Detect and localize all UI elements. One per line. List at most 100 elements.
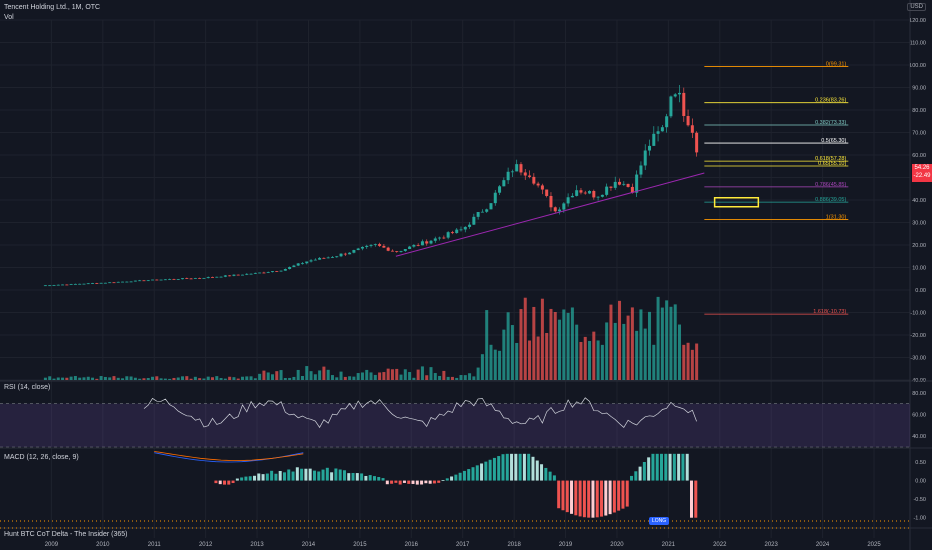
candle-body (52, 285, 56, 286)
volume-bar (181, 376, 185, 380)
candle-body (309, 260, 313, 262)
volume-bar (390, 369, 394, 380)
macd-histogram-bar (321, 469, 325, 481)
volume-bar (232, 377, 236, 380)
volume-bar (425, 375, 429, 380)
x-tick-label: 2017 (456, 542, 470, 548)
candle-body (485, 209, 489, 212)
macd-histogram-bar (475, 465, 479, 481)
volume-bar (142, 378, 146, 380)
candle-body (151, 279, 155, 281)
volume-bar (596, 340, 600, 380)
macd-histogram-bar (668, 453, 672, 481)
candle-body (416, 245, 420, 246)
volume-bar (570, 307, 574, 380)
candle-body (390, 250, 394, 252)
candle-body (523, 172, 527, 176)
candle-body (592, 191, 596, 198)
fib-level-label: 0.65(55.10) (818, 161, 846, 167)
macd-histogram-bar (677, 453, 681, 481)
volume-bar (193, 376, 197, 380)
volume-bar (510, 325, 514, 380)
candle-body (408, 246, 412, 250)
volume-bar (121, 378, 125, 380)
price-tick-label: 10.00 (912, 266, 926, 272)
candle-body (425, 241, 429, 244)
candle-body (639, 165, 643, 175)
candle-body (61, 284, 65, 286)
volume-bar (660, 307, 664, 380)
macd-histogram-bar (317, 471, 321, 481)
x-tick-label: 2021 (662, 542, 676, 548)
macd-tick-label: 0.00 (915, 479, 926, 485)
candle-body (138, 280, 142, 282)
volume-bar (485, 310, 489, 380)
candle-body (540, 185, 544, 190)
macd-histogram-bar (484, 461, 488, 481)
macd-histogram-bar (591, 480, 595, 518)
volume-bar (472, 376, 476, 380)
macd-histogram-bar (638, 466, 642, 481)
volume-bar (613, 322, 617, 380)
volume-bar (258, 373, 262, 380)
macd-histogram-bar (570, 480, 574, 514)
candle-body (296, 263, 300, 266)
macd-histogram-bar (694, 480, 698, 518)
macd-histogram-bar (312, 470, 316, 481)
price-tick-label: 0.00 (915, 288, 926, 294)
macd-histogram-bar (407, 480, 411, 484)
volume-bar (416, 369, 420, 380)
x-tick-label: 2011 (148, 542, 162, 548)
candle-body (656, 131, 660, 134)
x-tick-label: 2024 (816, 542, 830, 548)
macd-histogram-bar (390, 480, 394, 484)
candle-body (665, 116, 669, 128)
volume-bar (648, 311, 652, 380)
volume-bar (61, 377, 65, 380)
volume-bar (163, 378, 167, 380)
volume-bar (279, 370, 283, 380)
volume-bar (480, 354, 484, 380)
volume-bar (605, 322, 609, 380)
candle-body (549, 195, 553, 208)
macd-histogram-bar (642, 462, 646, 481)
macd-histogram-bar (282, 472, 286, 481)
volume-bar (442, 370, 446, 380)
macd-histogram-bar (223, 480, 227, 485)
volume-bar (579, 341, 583, 380)
candle-body (185, 278, 189, 279)
volume-bar (678, 324, 682, 380)
currency-badge[interactable]: USD (907, 3, 926, 11)
volume-bar (270, 374, 274, 380)
volume-bar (48, 376, 52, 380)
candle-body (652, 133, 656, 146)
macd-histogram-bar (612, 480, 616, 513)
volume-bar (249, 376, 253, 380)
candle-body (65, 284, 69, 286)
macd-histogram-bar (510, 453, 514, 481)
candle-body (442, 237, 446, 239)
volume-bar (313, 374, 317, 380)
macd-histogram-bar (587, 480, 591, 518)
volume-bar (476, 367, 480, 380)
macd-histogram-bar (252, 475, 256, 481)
price-tick-label: 110.00 (910, 41, 926, 47)
macd-histogram-bar (454, 474, 458, 481)
macd-histogram-bar (420, 480, 424, 485)
volume-bar (468, 373, 472, 380)
volume-bar (339, 371, 343, 380)
macd-histogram-bar (548, 471, 552, 481)
candle-body (56, 284, 60, 286)
candle-body (468, 224, 472, 227)
candle-body (322, 257, 326, 259)
candle-body (399, 250, 403, 252)
volume-bar (129, 376, 133, 380)
macd-histogram-bar (535, 460, 539, 481)
volume-bar (348, 376, 352, 380)
trendline (395, 172, 705, 257)
candle-body (69, 284, 73, 285)
candle-body (596, 196, 600, 198)
volume-bar (656, 296, 660, 380)
candle-body (253, 272, 257, 274)
